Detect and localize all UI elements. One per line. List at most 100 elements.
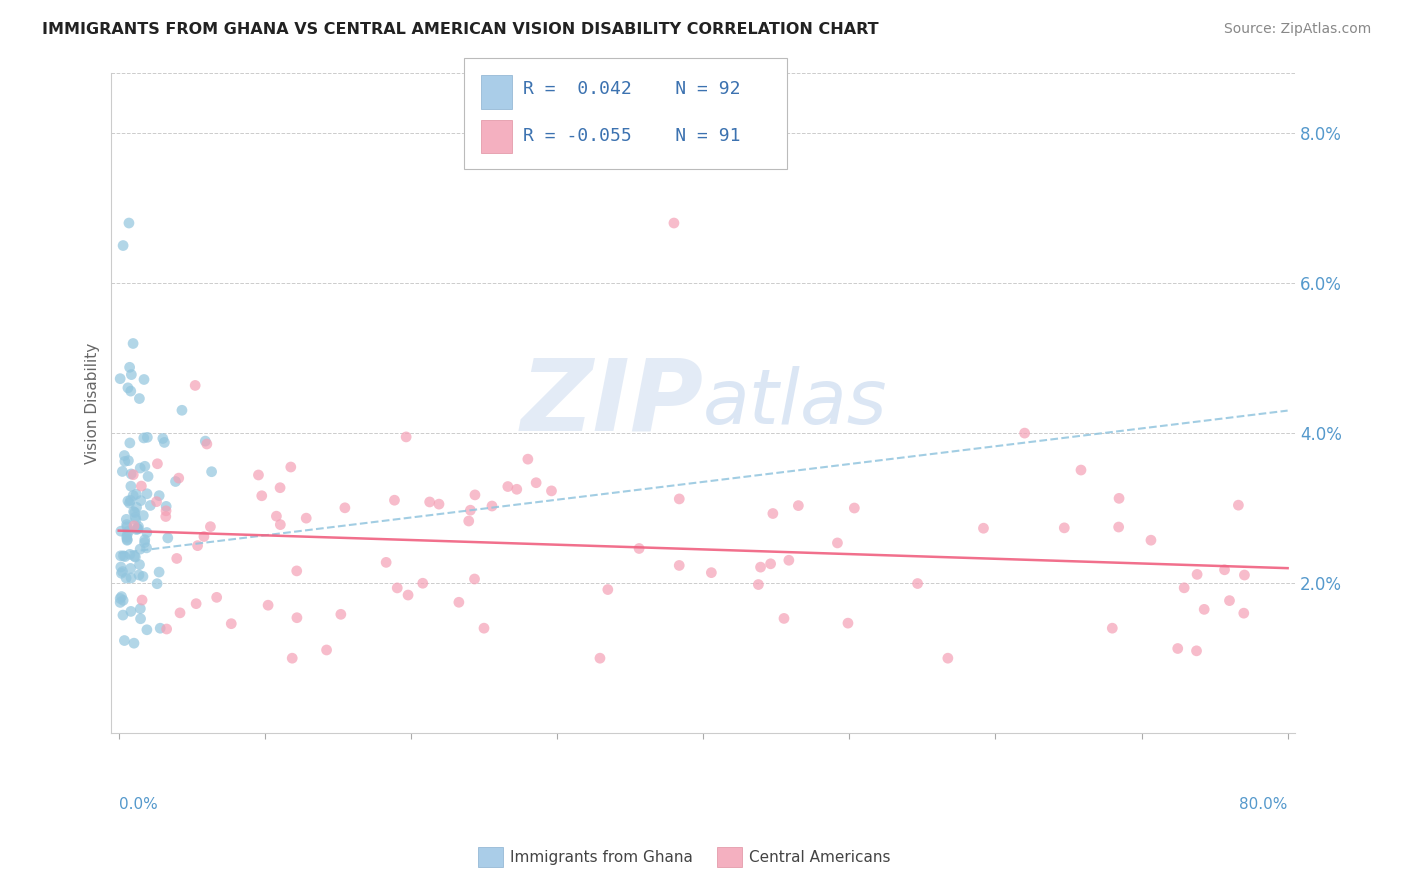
Point: [1233, 606, 1256, 620]
Point: [129, 542, 152, 557]
Point: [152, 432, 174, 446]
Point: [139, 499, 162, 513]
Point: [184, 378, 207, 392]
Point: [1213, 563, 1236, 577]
Point: [156, 622, 179, 636]
Point: [1070, 463, 1092, 477]
Point: [759, 557, 782, 571]
Text: Immigrants from Ghana: Immigrants from Ghana: [510, 850, 693, 864]
Point: [247, 467, 270, 482]
Point: [747, 577, 769, 591]
Point: [1014, 426, 1036, 441]
Point: [1233, 568, 1256, 582]
Text: 0.0%: 0.0%: [118, 797, 157, 812]
Point: [384, 493, 406, 508]
Point: [419, 495, 441, 509]
Point: [122, 336, 145, 351]
Point: [787, 499, 810, 513]
Point: [114, 549, 136, 564]
Point: [496, 479, 519, 493]
Point: [464, 572, 486, 586]
Point: [460, 503, 482, 517]
Point: [135, 541, 157, 555]
Point: [124, 510, 146, 524]
Point: [118, 496, 141, 510]
Point: [112, 449, 135, 463]
Point: [112, 238, 135, 252]
Point: [122, 505, 145, 519]
Point: [257, 598, 280, 612]
Point: [117, 494, 139, 508]
Point: [156, 531, 179, 545]
Point: [128, 568, 150, 582]
Point: [778, 553, 800, 567]
Point: [506, 483, 529, 497]
Point: [120, 384, 142, 398]
Point: [447, 595, 470, 609]
Point: [195, 437, 218, 451]
Point: [155, 509, 177, 524]
Point: [110, 566, 132, 581]
Point: [329, 607, 352, 622]
Point: [125, 523, 148, 537]
Point: [115, 512, 138, 526]
Point: [762, 507, 785, 521]
Point: [118, 436, 141, 450]
Point: [333, 500, 356, 515]
Point: [395, 430, 418, 444]
Point: [170, 403, 193, 417]
Point: [135, 623, 157, 637]
Point: [125, 500, 148, 515]
Point: [110, 560, 132, 574]
Point: [134, 459, 156, 474]
Point: [412, 576, 434, 591]
Point: [972, 521, 994, 535]
Point: [120, 561, 142, 575]
Text: ZIP: ZIP: [520, 355, 703, 451]
Point: [111, 465, 134, 479]
Point: [124, 549, 146, 564]
Point: [129, 612, 152, 626]
Point: [124, 506, 146, 520]
Point: [387, 581, 409, 595]
Text: IMMIGRANTS FROM GHANA VS CENTRAL AMERICAN VISION DISABILITY CORRELATION CHART: IMMIGRANTS FROM GHANA VS CENTRAL AMERICA…: [42, 22, 879, 37]
Text: 80.0%: 80.0%: [1239, 797, 1288, 812]
Point: [464, 488, 486, 502]
Point: [129, 601, 152, 615]
Point: [122, 467, 145, 482]
Point: [117, 524, 139, 538]
Point: [122, 636, 145, 650]
Point: [1053, 521, 1076, 535]
Point: [122, 489, 145, 503]
Point: [148, 565, 170, 579]
Point: [115, 530, 138, 544]
Point: [193, 529, 215, 543]
Point: [132, 431, 155, 445]
Point: [1218, 593, 1240, 607]
Point: [1140, 533, 1163, 548]
Point: [749, 560, 772, 574]
Point: [131, 479, 153, 493]
Point: [115, 528, 138, 542]
Text: atlas: atlas: [703, 366, 887, 440]
Point: [149, 621, 172, 635]
Point: [128, 558, 150, 572]
Point: [118, 216, 141, 230]
Point: [108, 591, 131, 606]
Point: [115, 520, 138, 534]
Point: [127, 522, 149, 536]
Point: [166, 551, 188, 566]
Point: [146, 457, 169, 471]
Point: [114, 454, 136, 468]
Point: [472, 621, 495, 635]
Point: [269, 481, 291, 495]
Point: [773, 611, 796, 625]
Point: [936, 651, 959, 665]
Point: [457, 514, 479, 528]
Point: [200, 519, 222, 533]
Point: [269, 517, 291, 532]
Point: [169, 606, 191, 620]
Point: [668, 491, 690, 506]
Point: [427, 497, 450, 511]
Text: Central Americans: Central Americans: [749, 850, 891, 864]
